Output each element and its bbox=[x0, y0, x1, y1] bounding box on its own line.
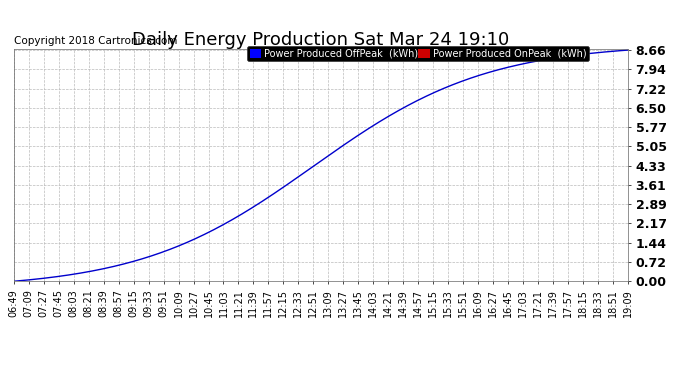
Title: Daily Energy Production Sat Mar 24 19:10: Daily Energy Production Sat Mar 24 19:10 bbox=[132, 31, 509, 49]
Legend: Power Produced OffPeak  (kWh), Power Produced OnPeak  (kWh): Power Produced OffPeak (kWh), Power Prod… bbox=[247, 46, 589, 61]
Text: Copyright 2018 Cartronics.com: Copyright 2018 Cartronics.com bbox=[14, 36, 177, 46]
